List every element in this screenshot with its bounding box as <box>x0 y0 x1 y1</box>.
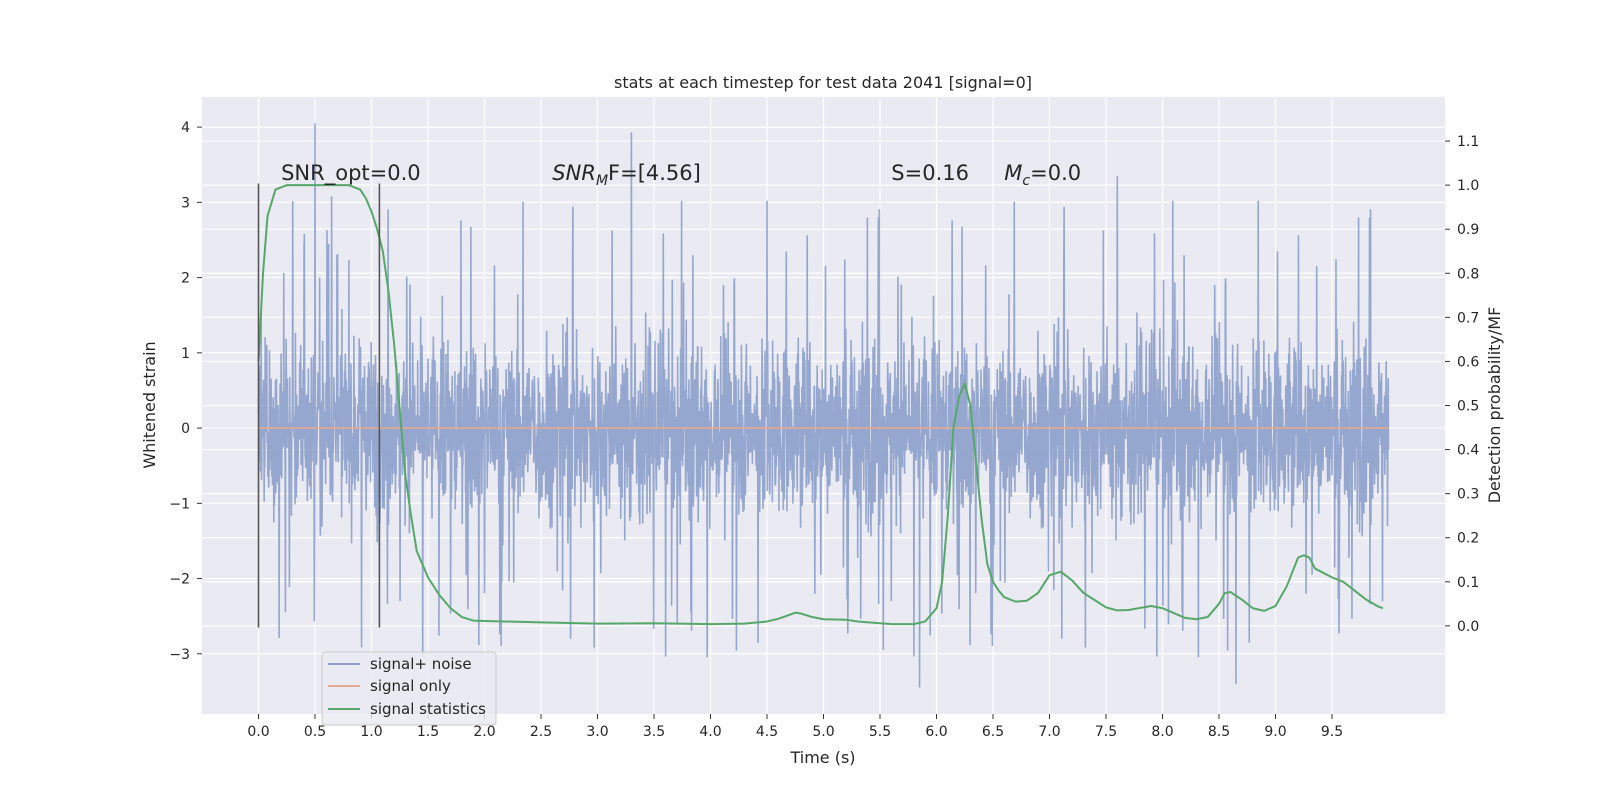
x-tick-label: 4.5 <box>756 724 778 740</box>
legend: signal+ noise signal only signal statist… <box>321 651 497 726</box>
y-tick-label: 1 <box>181 346 190 362</box>
stat-annotation: Mc=0.0 <box>1004 161 1081 189</box>
annotations: SNR_opt=0.0 SNRMF=[4.56] S=0.16 Mc=0.0 <box>281 161 1081 189</box>
y-axis-ticks: −3 −2 −1 0 1 2 3 4 <box>169 120 202 663</box>
stat-annotation: S=0.16 <box>891 161 969 185</box>
x-tick-label: 1.5 <box>417 724 439 740</box>
y2-tick-label: 0.0 <box>1457 619 1479 635</box>
y-tick-label: 4 <box>181 120 190 136</box>
x-tick-label: 6.5 <box>982 724 1004 740</box>
x-tick-label: 7.5 <box>1095 724 1117 740</box>
series-signal-statistics <box>257 184 1384 626</box>
stat-annotation: SNRMF=[4.56] <box>552 161 701 189</box>
legend-label-signal-noise: signal+ noise <box>370 655 472 673</box>
x-tick-label: 8.5 <box>1208 724 1230 740</box>
x-axis-ticks: 0.0 0.5 1.0 1.5 2.0 2.5 3.0 3.5 4.0 4.5 5.0 5.5 6.0 6… <box>247 714 1343 740</box>
y2-tick-label: 0.5 <box>1457 399 1479 415</box>
x-tick-label: 7.0 <box>1038 724 1060 740</box>
y2-tick-label: 0.2 <box>1457 531 1479 547</box>
marker-layer <box>257 183 381 628</box>
y2-axis-label: Detection probability/MF <box>1485 307 1504 504</box>
y2-tick-label: 0.4 <box>1457 443 1479 459</box>
x-tick-label: 3.5 <box>643 724 665 740</box>
x-axis-label: Time (s) <box>789 748 855 767</box>
y2-tick-label: 0.9 <box>1457 222 1479 238</box>
x-tick-label: 6.0 <box>925 724 947 740</box>
stat-annotation: SNR_opt=0.0 <box>281 161 421 186</box>
series-layer <box>257 123 1390 688</box>
y-tick-label: 3 <box>181 195 190 211</box>
y2-axis-ticks: 0.0 0.1 0.2 0.3 0.4 0.5 0.6 0.7 0.8 0.9 1.0 1.1 <box>1445 134 1479 635</box>
y2-tick-label: 0.3 <box>1457 487 1479 503</box>
y-tick-label: 0 <box>181 421 190 437</box>
x-tick-label: 5.0 <box>812 724 834 740</box>
legend-box <box>321 651 497 726</box>
x-tick-label: 1.0 <box>360 724 382 740</box>
y-tick-label: −1 <box>169 496 190 512</box>
y2-tick-label: 0.7 <box>1457 310 1479 326</box>
y2-tick-label: 0.1 <box>1457 575 1479 591</box>
x-tick-label: 8.0 <box>1151 724 1173 740</box>
x-tick-label: 0.5 <box>304 724 326 740</box>
legend-label-signal-only: signal only <box>370 677 451 695</box>
series-signal-noise <box>257 123 1390 688</box>
y-tick-label: −2 <box>169 572 190 588</box>
y2-tick-label: 1.0 <box>1457 178 1479 194</box>
y-axis-label: Whitened strain <box>140 341 159 468</box>
x-tick-label: 9.5 <box>1321 724 1343 740</box>
y2-tick-label: 0.6 <box>1457 354 1479 370</box>
x-tick-label: 0.0 <box>247 724 269 740</box>
x-tick-label: 3.0 <box>586 724 608 740</box>
y2-tick-label: 0.8 <box>1457 266 1479 282</box>
y-tick-label: 2 <box>181 271 190 287</box>
x-tick-label: 4.0 <box>699 724 721 740</box>
x-tick-label: 2.0 <box>473 724 495 740</box>
x-tick-label: 9.0 <box>1264 724 1286 740</box>
x-tick-label: 2.5 <box>530 724 552 740</box>
y2-tick-label: 1.1 <box>1457 134 1479 150</box>
legend-label-signal-statistics: signal statistics <box>370 700 486 718</box>
x-tick-label: 5.5 <box>869 724 891 740</box>
y-tick-label: −3 <box>169 647 190 663</box>
chart-title: stats at each timestep for test data 204… <box>614 73 1032 92</box>
